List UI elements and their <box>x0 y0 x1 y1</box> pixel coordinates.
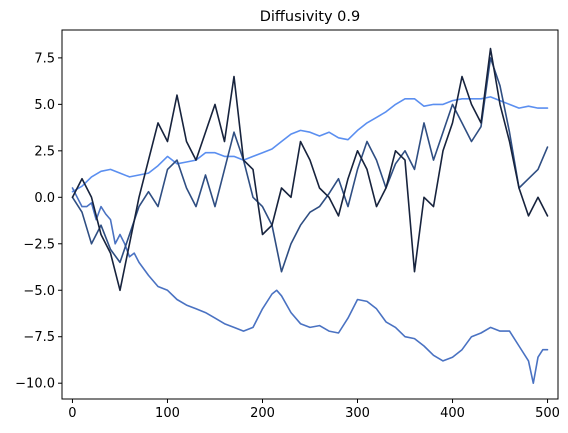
series-layer <box>71 47 549 385</box>
x-tick-label: 500 <box>535 406 560 421</box>
series-line-1 <box>71 96 549 193</box>
y-tick-label: −2.5 <box>23 237 55 252</box>
series-line-2 <box>71 187 549 385</box>
x-tick-label: 0 <box>68 406 76 421</box>
chart-title: Diffusivity 0.9 <box>260 9 361 25</box>
series-line-4 <box>71 47 549 292</box>
y-axis-ticks: −10.0 −7.5 −5.0 −2.5 0.0 2.5 5.0 7.5 <box>15 51 62 392</box>
x-tick-label: 200 <box>250 406 275 421</box>
x-tick-label: 100 <box>155 406 180 421</box>
y-tick-label: 2.5 <box>34 144 55 159</box>
x-axis-ticks: 0 100 200 300 400 500 <box>68 399 560 421</box>
y-tick-label: 0.0 <box>34 191 55 206</box>
y-tick-label: −5.0 <box>23 284 55 299</box>
y-tick-label: 5.0 <box>34 98 55 113</box>
x-tick-label: 400 <box>440 406 465 421</box>
y-tick-label: −7.5 <box>23 330 55 345</box>
y-tick-label: 7.5 <box>34 51 55 66</box>
plot-frame <box>61 29 559 400</box>
series-line-3 <box>71 57 549 273</box>
y-tick-label: −10.0 <box>15 377 55 392</box>
x-tick-label: 300 <box>345 406 370 421</box>
